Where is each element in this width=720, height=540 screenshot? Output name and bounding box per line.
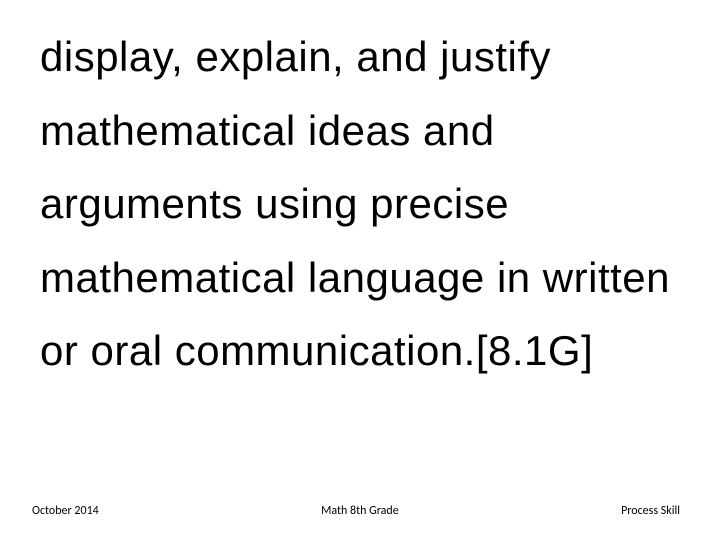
slide-body-text: display, explain, and justify mathematic… [40, 20, 680, 388]
footer-date: October 2014 [32, 504, 99, 518]
slide-container: display, explain, and justify mathematic… [0, 0, 720, 540]
footer-title: Math 8th Grade [321, 504, 399, 518]
slide-footer: October 2014 Math 8th Grade Process Skil… [0, 504, 720, 518]
footer-category: Process Skill [621, 504, 680, 518]
